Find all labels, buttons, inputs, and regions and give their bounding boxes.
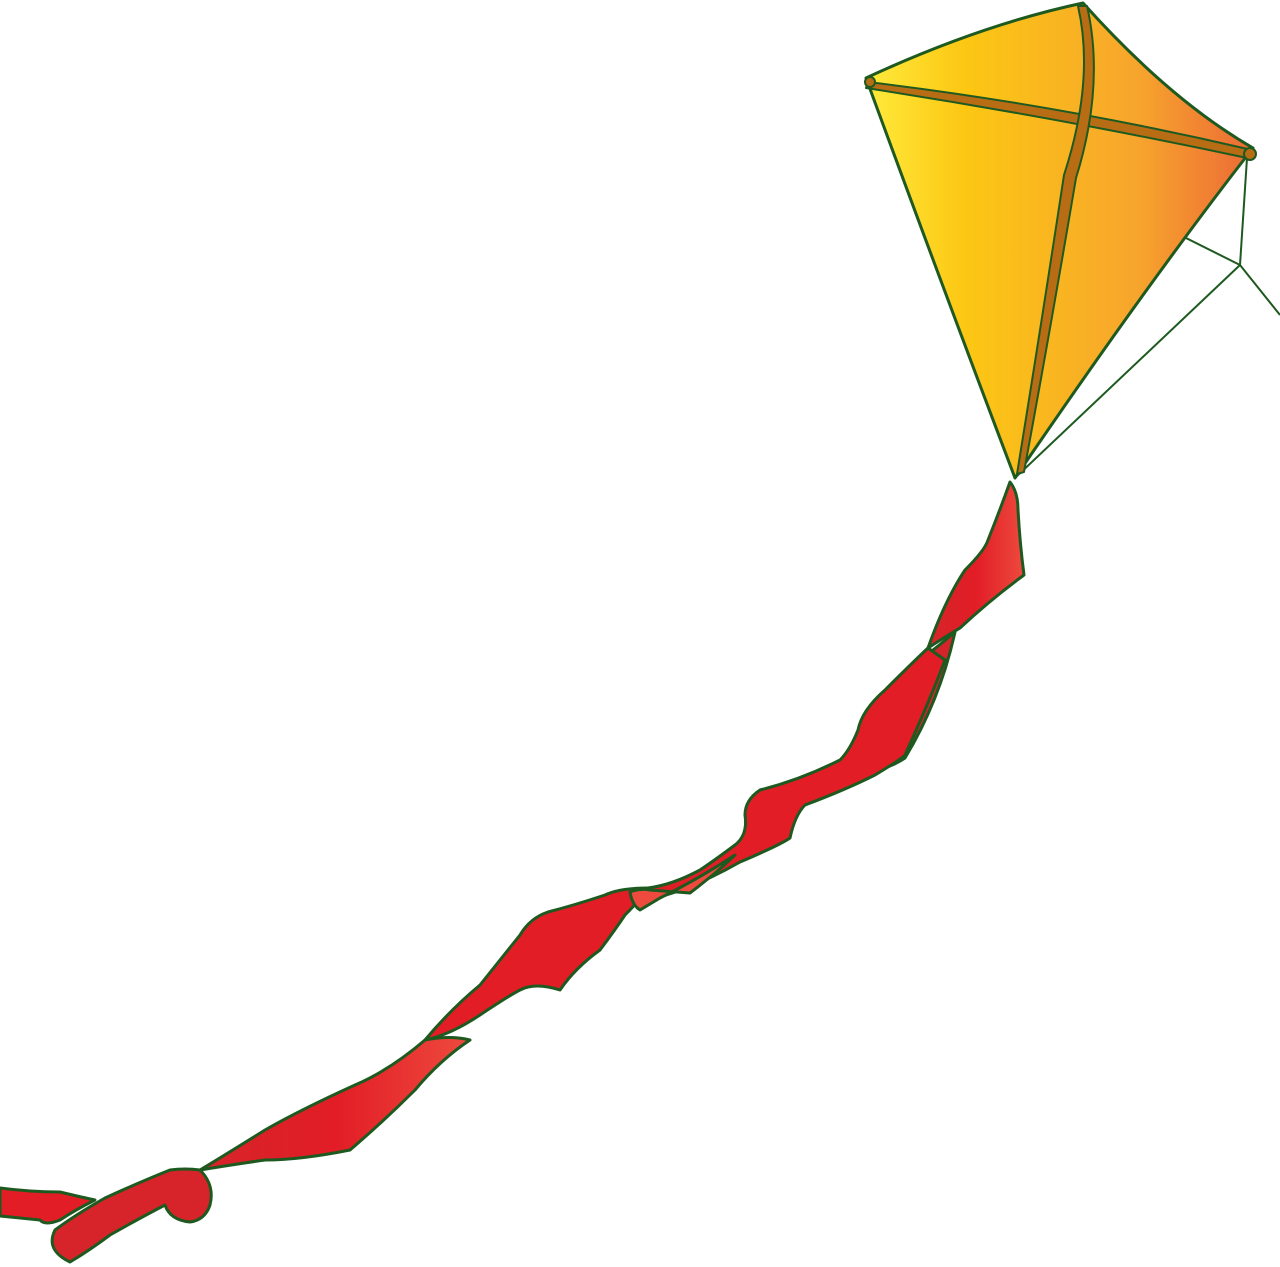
tail-segment-4b [50, 1167, 213, 1264]
kite-tail [0, 480, 1026, 1264]
tail-segment-3 [423, 886, 650, 1042]
kite-spar-cap-right [1243, 147, 1257, 161]
tail-segment-4 [198, 1036, 472, 1172]
tail-segment-3b [628, 853, 737, 912]
kite-spine-spar [1016, 5, 1095, 475]
tail-segment-1 [926, 480, 1026, 650]
tail-segment-5 [0, 1186, 97, 1225]
kite-spar-cap-left [864, 76, 876, 88]
tail-segment-2b [646, 646, 947, 899]
